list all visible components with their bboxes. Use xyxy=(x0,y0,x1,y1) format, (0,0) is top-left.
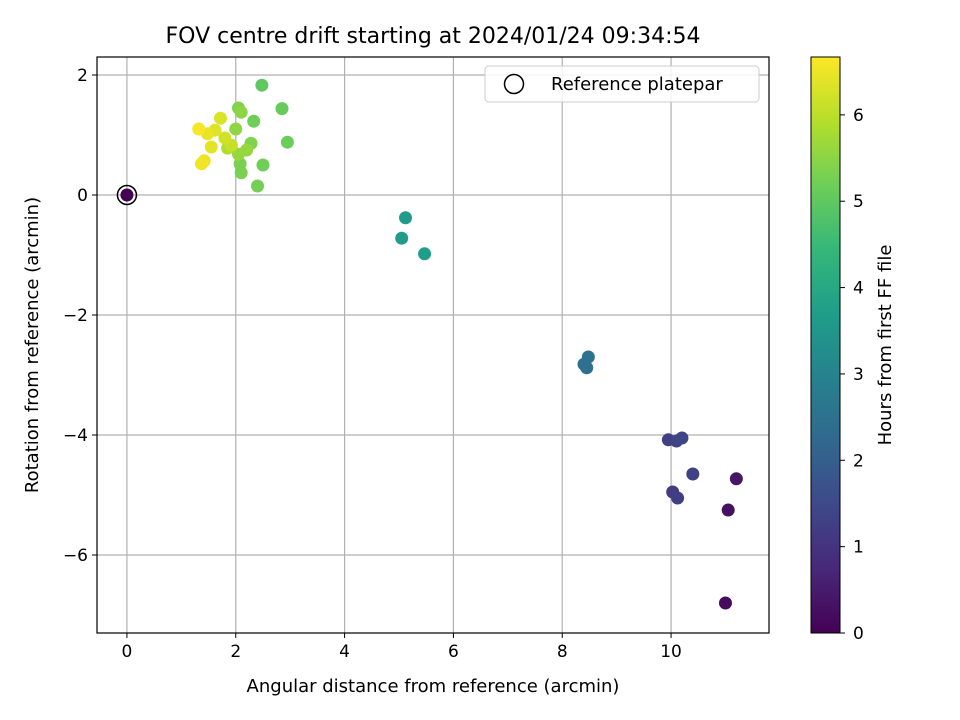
y-tick-label: 2 xyxy=(77,66,88,86)
data-point xyxy=(275,102,289,116)
reference-platepar-marker xyxy=(116,184,138,206)
colorbar-ticks: 0 1 2 3 4 5 6 xyxy=(840,106,864,644)
x-tick-label: 4 xyxy=(339,642,350,662)
data-point xyxy=(229,122,243,136)
legend-reference-marker xyxy=(503,73,525,95)
data-point xyxy=(729,472,743,486)
data-point xyxy=(280,135,294,149)
plot-area-frame xyxy=(96,56,770,634)
x-tick-label: 2 xyxy=(230,642,241,662)
colorbar-label: Hours from first FF file xyxy=(875,245,896,446)
x-tick-label: 8 xyxy=(557,642,568,662)
colorbar-tick-label: 5 xyxy=(853,192,864,212)
data-point xyxy=(581,350,595,364)
data-point xyxy=(251,179,265,193)
data-point xyxy=(120,188,134,202)
legend-entry-reference-platepar: Reference platepar xyxy=(551,74,723,95)
data-point xyxy=(721,503,735,517)
data-point xyxy=(234,105,248,119)
data-point xyxy=(671,491,685,505)
data-point xyxy=(255,78,269,92)
colorbar-tick-label: 4 xyxy=(853,279,864,299)
data-point xyxy=(256,158,270,172)
colorbar-tick-label: 3 xyxy=(853,365,864,385)
chart-title: FOV centre drift starting at 2024/01/24 … xyxy=(166,24,701,49)
data-point xyxy=(418,247,432,261)
y-axis-label: Rotation from reference (arcmin) xyxy=(22,197,43,493)
x-tick-label: 10 xyxy=(660,642,682,662)
data-point xyxy=(718,596,732,610)
data-point xyxy=(686,467,700,481)
data-point xyxy=(192,122,206,136)
x-tick-label: 0 xyxy=(122,642,133,662)
colorbar-gradient xyxy=(810,56,841,634)
colorbar: 0 1 2 3 4 5 6 Hours from first FF file xyxy=(810,56,896,644)
y-tick-label: −2 xyxy=(63,306,88,326)
y-tick-label: −4 xyxy=(63,426,88,446)
y-tick-label: 0 xyxy=(77,186,88,206)
data-point xyxy=(675,431,689,445)
data-point xyxy=(399,211,413,225)
legend: Reference platepar xyxy=(484,65,760,103)
colorbar-tick-label: 0 xyxy=(853,624,864,644)
axis-ticks: 0 2 4 6 8 10 −6 −4 −2 0 2 xyxy=(63,66,682,662)
x-tick-label: 6 xyxy=(448,642,459,662)
data-point xyxy=(233,157,247,171)
colorbar-tick-label: 2 xyxy=(853,451,864,471)
x-axis-label: Angular distance from reference (arcmin) xyxy=(247,676,620,697)
colorbar-tick-label: 1 xyxy=(853,538,864,558)
data-point xyxy=(218,131,232,145)
y-tick-label: −6 xyxy=(63,546,88,566)
scatter-points xyxy=(120,78,743,610)
data-point xyxy=(240,143,254,157)
legend-box xyxy=(484,65,760,103)
data-point xyxy=(194,157,208,171)
data-point xyxy=(395,231,409,245)
colorbar-tick-label: 6 xyxy=(853,106,864,126)
data-point xyxy=(204,140,218,154)
data-point xyxy=(247,114,261,128)
data-point xyxy=(214,111,228,125)
